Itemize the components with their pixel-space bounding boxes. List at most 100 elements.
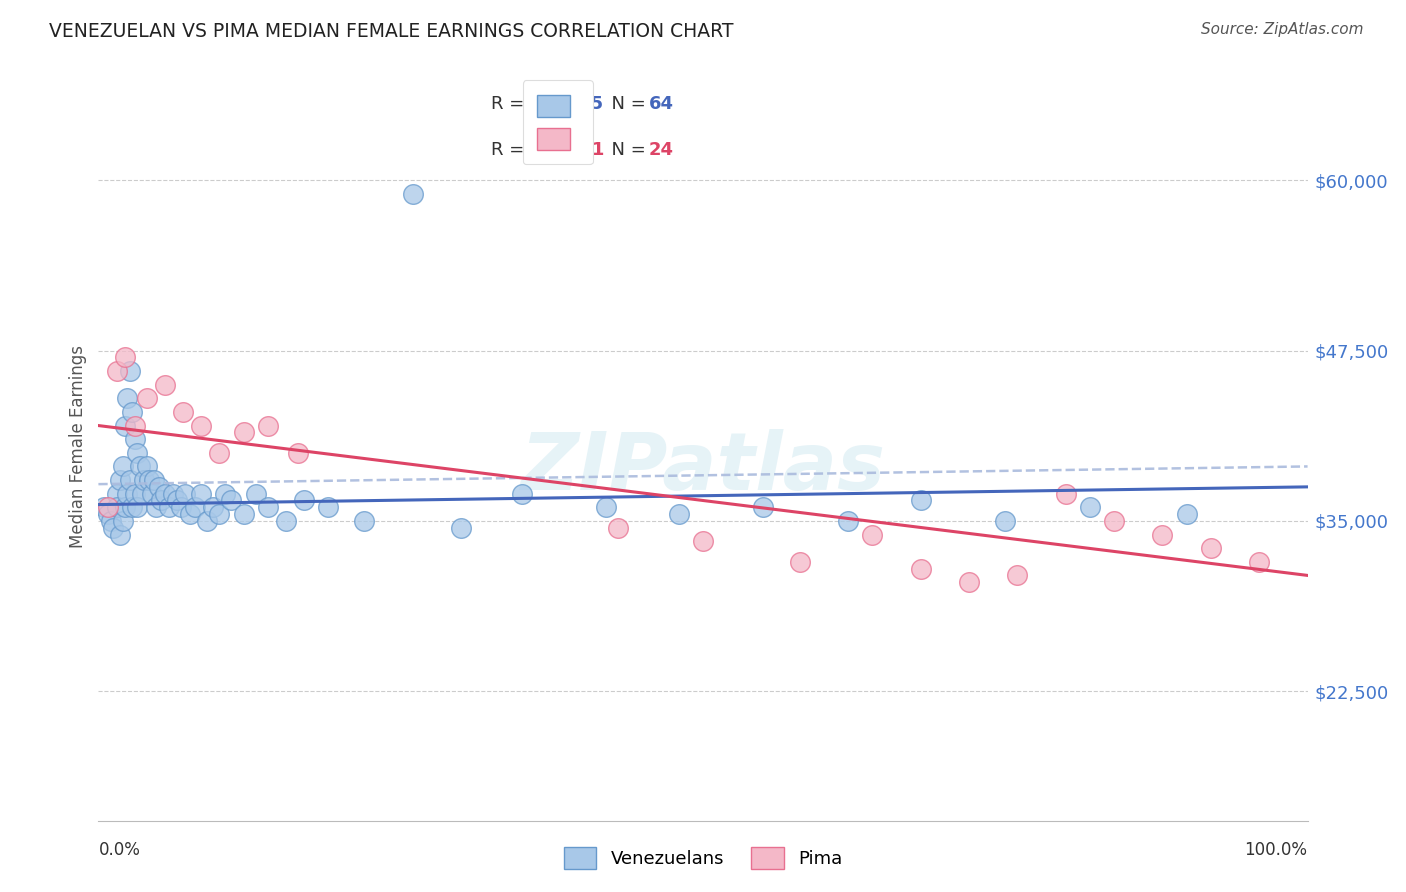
Point (100, 514, 122, 528)
Point (274, 514, 297, 528)
Point (135, 459, 157, 474)
Point (1199, 541, 1222, 556)
Point (97, 500, 120, 515)
Point (232, 507, 254, 521)
Text: -0.541: -0.541 (540, 141, 605, 159)
Point (150, 493, 173, 508)
Point (111, 514, 134, 528)
Point (153, 486, 176, 500)
Point (145, 500, 167, 515)
Point (166, 493, 188, 508)
Point (214, 486, 236, 500)
Point (208, 446, 231, 460)
Point (118, 364, 141, 378)
Point (93, 500, 115, 515)
Point (131, 486, 153, 500)
Point (256, 500, 278, 515)
Point (118, 473, 141, 487)
Point (353, 514, 375, 528)
Text: N =: N = (600, 95, 652, 113)
Legend: , : , (523, 80, 593, 164)
Point (105, 364, 128, 378)
Text: 0.0%: 0.0% (98, 841, 141, 859)
Point (316, 500, 339, 515)
Point (127, 500, 149, 515)
Point (169, 500, 191, 515)
Point (184, 500, 207, 515)
Point (1175, 507, 1198, 521)
Text: 24: 24 (648, 141, 673, 159)
Point (595, 500, 617, 515)
Point (114, 418, 136, 433)
Point (105, 486, 128, 500)
Text: ZIPatlas: ZIPatlas (520, 429, 886, 508)
Point (957, 575, 980, 590)
Point (172, 405, 194, 419)
Text: N =: N = (600, 141, 652, 159)
Point (148, 480, 170, 494)
Point (202, 500, 225, 515)
Point (860, 527, 883, 541)
Point (1249, 555, 1271, 569)
Text: 100.0%: 100.0% (1244, 841, 1308, 859)
Point (208, 507, 231, 521)
Point (190, 486, 212, 500)
Point (510, 486, 533, 500)
Point (134, 473, 156, 487)
Point (157, 500, 180, 515)
Point (221, 493, 243, 508)
Point (135, 392, 157, 406)
Point (910, 493, 932, 508)
Point (1007, 568, 1029, 582)
Point (752, 500, 775, 515)
Point (190, 418, 212, 433)
Point (124, 486, 146, 500)
Point (162, 486, 184, 500)
Point (692, 534, 714, 549)
Point (105, 500, 128, 515)
Legend: Venezuelans, Pima: Venezuelans, Pima (554, 838, 852, 879)
Point (1102, 514, 1125, 528)
Y-axis label: Median Female Earnings: Median Female Earnings (69, 344, 87, 548)
Point (117, 392, 139, 406)
Point (1054, 486, 1077, 500)
Point (195, 514, 218, 528)
Point (232, 425, 254, 440)
Point (245, 486, 267, 500)
Point (179, 507, 201, 521)
Point (287, 446, 309, 460)
Point (141, 486, 163, 500)
Point (117, 486, 139, 500)
Point (292, 493, 315, 508)
Text: VENEZUELAN VS PIMA MEDIAN FEMALE EARNINGS CORRELATION CHART: VENEZUELAN VS PIMA MEDIAN FEMALE EARNING… (49, 22, 734, 41)
Point (114, 351, 136, 365)
Point (607, 521, 630, 535)
Point (174, 486, 197, 500)
Point (121, 500, 143, 515)
Point (121, 405, 143, 419)
Point (97, 507, 120, 521)
Text: Source: ZipAtlas.com: Source: ZipAtlas.com (1201, 22, 1364, 37)
Point (127, 446, 149, 460)
Point (108, 527, 131, 541)
Point (994, 514, 1017, 528)
Point (111, 459, 134, 474)
Point (143, 473, 166, 487)
Point (450, 521, 472, 535)
Point (789, 555, 811, 569)
Text: R =: R = (492, 95, 530, 113)
Point (1078, 500, 1101, 515)
Text: 64: 64 (648, 95, 673, 113)
Point (114, 500, 136, 515)
Point (668, 507, 690, 521)
Point (837, 514, 859, 528)
Point (108, 473, 131, 487)
Point (101, 521, 124, 535)
Point (1152, 527, 1174, 541)
Point (153, 377, 176, 392)
Point (256, 418, 278, 433)
Point (910, 561, 932, 575)
Text: R =: R = (492, 141, 530, 159)
Point (402, 186, 425, 201)
Point (124, 418, 146, 433)
